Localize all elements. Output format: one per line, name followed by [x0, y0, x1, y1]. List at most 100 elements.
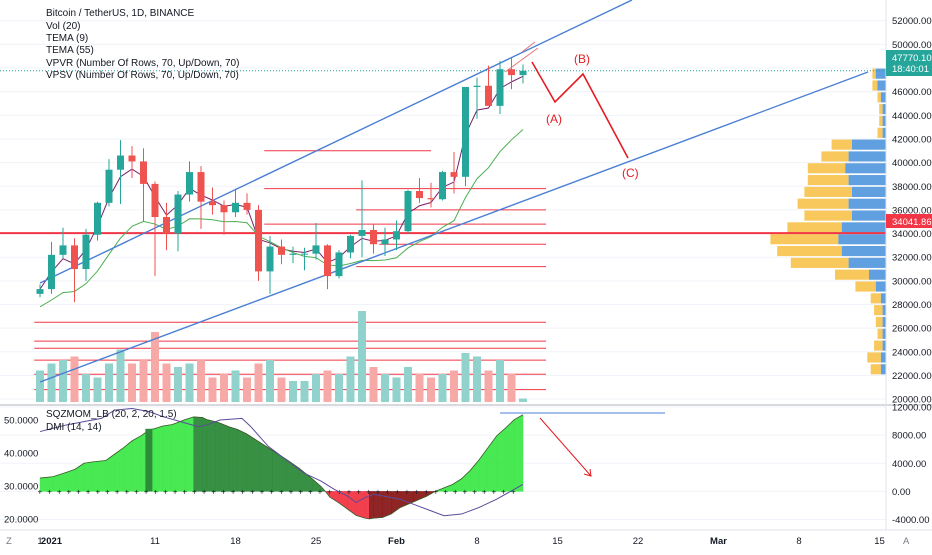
legend-title[interactable]: Bitcoin / TetherUS, 1D, BINANCE: [46, 8, 195, 19]
candle-body: [117, 155, 124, 170]
volume-bar: [358, 311, 366, 402]
vp-up-row: [879, 115, 883, 127]
volume-bar: [346, 356, 355, 402]
squeeze-marker: +: [385, 487, 390, 496]
channel-lower-line: [39, 71, 869, 383]
vp-up-row: [877, 92, 881, 103]
dmi-tick-label: 40.0000: [4, 449, 38, 460]
volume-bar: [473, 356, 481, 402]
squeeze-marker: +: [366, 487, 371, 496]
price-tick-label: 46000.00: [892, 87, 932, 98]
price-tick-label: 24000.00: [892, 347, 932, 358]
projection-arrow: [539, 417, 592, 477]
vp-up-row: [821, 151, 849, 162]
auto-scale-toggle[interactable]: A: [903, 536, 910, 547]
candle-body: [151, 183, 159, 218]
legend-vpsv[interactable]: VPSV (Number Of Rows, 70, Up/Down, 70): [46, 70, 239, 81]
squeeze-marker: +: [153, 487, 158, 496]
squeeze-marker: +: [289, 487, 294, 496]
vp-up-row: [879, 104, 883, 115]
time-axis[interactable]: 12021111825Feb81522Mar81522: [37, 536, 932, 547]
volume-bar: [151, 332, 159, 402]
vp-down-row: [852, 186, 886, 197]
price-tick-label: 30000.00: [892, 276, 932, 287]
price-tick-label: 36000.00: [892, 205, 932, 216]
vp-up-row: [867, 352, 881, 363]
candle-body: [519, 70, 527, 76]
momentum-area: [202, 417, 208, 492]
squeeze-marker: +: [501, 487, 506, 496]
dmi-tick-label: 20.0000: [4, 515, 38, 526]
wave-path: [531, 61, 629, 159]
vp-down-row: [845, 163, 886, 174]
vp-down-row: [877, 80, 886, 91]
squeeze-marker: +: [492, 487, 497, 496]
candle-body: [485, 85, 492, 106]
squeeze-marker: +: [463, 487, 468, 496]
candlesticks: [36, 57, 527, 303]
momentum-area: [193, 416, 203, 492]
lower-indicator-pane: -4000.00 0.00 4000.00 8000.00 12000.00 20.000…: [0, 403, 932, 526]
candle-body: [496, 69, 504, 106]
squeeze-marker: +: [347, 487, 352, 496]
legend-tema9[interactable]: TEMA (9): [46, 33, 88, 44]
vp-down-row: [880, 364, 886, 375]
squeeze-marker: +: [182, 487, 187, 496]
squeeze-marker: +: [405, 487, 410, 496]
vp-up-row: [804, 186, 852, 197]
dmi-line: [39, 407, 524, 517]
legend-vpvr[interactable]: VPVR (Number Of Rows, 70, Up/Down, 70): [46, 58, 239, 69]
candle-body: [301, 253, 308, 255]
squeeze-marker: +: [144, 487, 149, 496]
candle-body: [71, 245, 78, 270]
candle-body: [174, 194, 182, 234]
volume-bar: [220, 374, 228, 402]
time-tick-label: 15: [874, 536, 885, 547]
lower-legend: SQZMOM_LB (20, 2, 20, 1.5) DMI (14, 14): [46, 409, 177, 433]
candle-body: [209, 201, 216, 206]
volume-bar: [243, 377, 251, 402]
squeeze-marker: +: [269, 487, 274, 496]
price-axis[interactable]: 20000.00 22000.00 24000.00 26000.00 28000.00…: [885, 0, 932, 530]
candle-body: [94, 202, 101, 235]
price-tick-label: 52000.00: [892, 16, 932, 27]
vp-down-row: [882, 316, 886, 328]
volume-bar: [116, 349, 125, 402]
time-tick-label: 15: [552, 536, 563, 547]
vp-down-row: [848, 151, 886, 162]
vp-up-row: [877, 328, 883, 339]
log-scale-toggle[interactable]: Z: [6, 536, 12, 547]
vp-up-row: [835, 269, 869, 280]
price-tick-label: 50000.00: [892, 40, 932, 51]
vp-up-row: [877, 127, 883, 138]
legend-dmi[interactable]: DMI (14, 14): [46, 422, 102, 433]
countdown-text: 18:40:01: [892, 64, 929, 75]
volume-bar: [392, 377, 401, 402]
time-tick-label: Feb: [388, 536, 405, 547]
volume-bars: [36, 311, 527, 402]
squeeze-marker: +: [66, 487, 71, 496]
vp-down-row: [880, 352, 886, 363]
momentum-area: [131, 435, 142, 492]
trend-channel[interactable]: [39, 0, 869, 414]
volume-bar: [266, 360, 274, 402]
legend-tema55[interactable]: TEMA (55): [46, 45, 94, 56]
momentum-area: [206, 419, 216, 492]
volume-bar: [254, 363, 263, 402]
squeeze-marker: +: [134, 487, 139, 496]
legend-vol[interactable]: Vol (20): [46, 21, 80, 32]
price-tick-label: 22000.00: [892, 371, 932, 382]
squeeze-marker: +: [240, 487, 245, 496]
candle-body: [370, 230, 377, 245]
squeeze-marker: +: [115, 487, 120, 496]
vp-up-row: [874, 305, 883, 316]
momentum-tick-label: 0.00: [892, 487, 911, 498]
vp-down-row: [882, 340, 886, 351]
volume-bar: [231, 370, 240, 402]
dmi-tick-label: 50.0000: [4, 416, 38, 427]
squeeze-marker: +: [424, 487, 429, 496]
elliott-wave-projection[interactable]: [504, 41, 629, 159]
momentum-area: [228, 426, 238, 492]
legend-sqzmom[interactable]: SQZMOM_LB (20, 2, 20, 1.5): [46, 409, 177, 420]
